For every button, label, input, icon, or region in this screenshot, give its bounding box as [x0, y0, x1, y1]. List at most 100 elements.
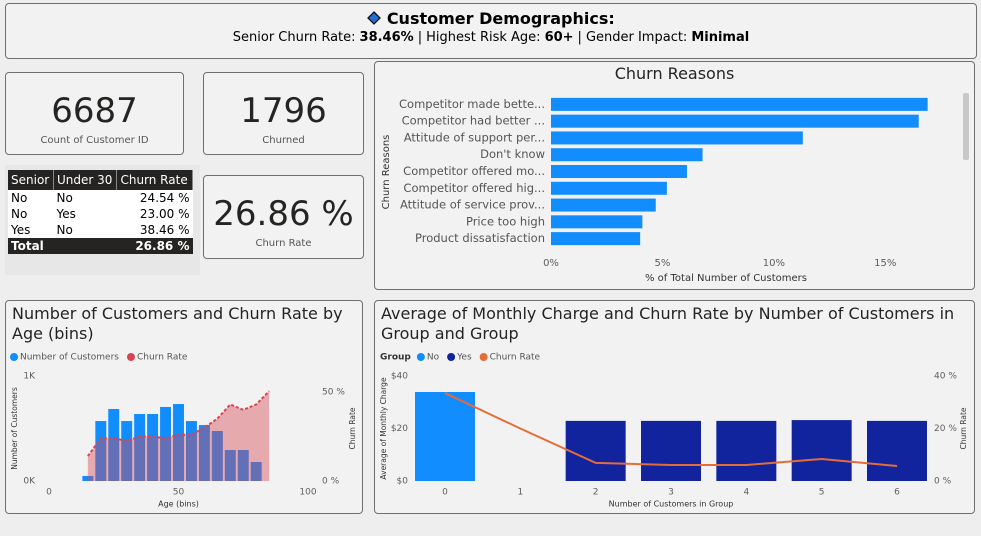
kpi-value: 6687: [51, 91, 138, 131]
y2-tick-label: 20 %: [934, 424, 957, 434]
y-tick-label: Competitor offered hig...: [403, 181, 545, 195]
column-header: Under 30: [53, 170, 118, 190]
x-tick-label: 3: [668, 488, 674, 498]
table-cell: No: [8, 206, 54, 222]
stat-value: Minimal: [691, 30, 750, 45]
bar: [551, 215, 643, 229]
legend-swatch: [416, 353, 425, 361]
column-header: Churn Rate: [116, 170, 193, 190]
x-axis-title: Number of Customers in Group: [609, 500, 734, 509]
table-cell: 23.00 %: [116, 206, 193, 222]
chart-title: Number of Customers and Churn Rate by Ag…: [12, 304, 343, 343]
line: [444, 392, 898, 468]
bar: [565, 420, 626, 481]
scrollbar: [963, 93, 969, 160]
kpi-value: 26.86 %: [213, 194, 354, 234]
legend-label: Churn Rate: [137, 353, 188, 363]
table-cell: Yes: [8, 222, 54, 238]
x-tick-label: 4: [743, 488, 749, 498]
bar: [250, 461, 262, 481]
y-axis-title: Average of Monthly Charge: [379, 377, 388, 480]
y-tick-label: Don't know: [480, 147, 545, 161]
x-tick-label: 0: [442, 488, 448, 498]
bar: [415, 392, 475, 481]
x-tick-label: 2: [593, 488, 599, 498]
stat-label: Senior Churn Rate:: [232, 30, 356, 45]
bar: [641, 420, 701, 481]
bar: [95, 421, 107, 481]
bar: [791, 420, 852, 481]
bar: [551, 181, 667, 195]
table-cell: 38.46 %: [116, 222, 193, 238]
y-axis-title: Number of Customers: [10, 387, 19, 470]
table-cell: 24.54 %: [116, 190, 193, 206]
legend-swatch: [447, 353, 456, 361]
x-tick-label: 15%: [874, 258, 896, 269]
table-row: No No 24.54 %: [8, 190, 193, 206]
y-tick-label: Product dissatisfaction: [415, 231, 545, 245]
y2-axis-title: Churn Rate: [959, 407, 968, 449]
separator: |: [577, 30, 582, 45]
y-tick-label: Competitor made bette...: [399, 97, 545, 111]
stat-value: 60+: [544, 30, 574, 45]
x-tick-label: 5: [819, 488, 825, 498]
bar: [551, 148, 703, 162]
table-cell: No: [53, 222, 117, 238]
x-tick-label: 0: [46, 488, 52, 498]
legend-swatch: [479, 353, 488, 361]
column-header: Senior: [8, 170, 54, 190]
bar: [185, 421, 197, 481]
total-value: 26.86 %: [116, 238, 193, 254]
legend-label: Yes: [456, 353, 472, 363]
legend-title: Group: [380, 353, 411, 363]
bar: [716, 420, 777, 481]
bar: [82, 475, 94, 481]
y-axis-title: Churn Reasons: [381, 135, 392, 210]
x-tick-label: 1: [517, 488, 523, 498]
churn-table: Senior Under 30 Churn Rate No No 24.54 % No Yes…: [8, 170, 193, 254]
header-title-row: Customer Demographics:: [6, 9, 976, 28]
legend-swatch: [126, 353, 135, 361]
separator: |: [417, 30, 423, 45]
bar: [237, 450, 249, 481]
kpi-label: Churn Rate: [255, 238, 312, 249]
kpi-label: Count of Customer ID: [40, 135, 149, 146]
table-row: No Yes 23.00 %: [8, 206, 193, 222]
y-tick-label: Competitor had better ...: [402, 114, 545, 128]
table-row: Yes No 38.46 %: [8, 222, 193, 238]
y2-axis-title: Churn Rate: [348, 407, 357, 449]
chart-title: Churn Reasons: [614, 64, 735, 83]
y-tick-label: Price too high: [466, 214, 545, 228]
bar: [173, 404, 184, 481]
y-tick-label: Competitor offered mo...: [403, 164, 545, 178]
x-tick-label: 5%: [654, 258, 670, 269]
legend-label: Number of Customers: [20, 353, 119, 363]
chart-card: Number of Customers and Churn Rate by Ag…: [5, 300, 363, 514]
kpi-card: 1796 Churned: [203, 72, 364, 155]
y-tick-label: $0: [397, 477, 409, 487]
legend-label: Churn Rate: [490, 353, 541, 363]
x-tick-label: 10%: [763, 258, 785, 269]
bar: [867, 420, 927, 481]
y-tick-label: 0K: [23, 477, 36, 487]
table-cell: Yes: [53, 206, 117, 222]
chart-title: Average of Monthly Charge and Churn Rate…: [381, 304, 955, 343]
x-axis-title: % of Total Number of Customers: [645, 273, 807, 284]
diamond-icon: [367, 11, 382, 25]
total-label: Total: [8, 238, 54, 254]
bar: [551, 165, 687, 178]
bar: [224, 450, 236, 481]
table-header: Senior Under 30 Churn Rate: [8, 170, 193, 190]
y-tick-label: $20: [391, 424, 408, 434]
legend-label: No: [427, 353, 440, 363]
bar: [211, 431, 223, 481]
table-cell: No: [53, 190, 117, 206]
table-cell: No: [8, 190, 54, 206]
area-fill: [87, 391, 270, 481]
stat-label: Highest Risk Age:: [426, 30, 541, 45]
y-tick-label: 1K: [23, 372, 36, 382]
bar: [121, 421, 133, 481]
bar: [551, 97, 928, 111]
